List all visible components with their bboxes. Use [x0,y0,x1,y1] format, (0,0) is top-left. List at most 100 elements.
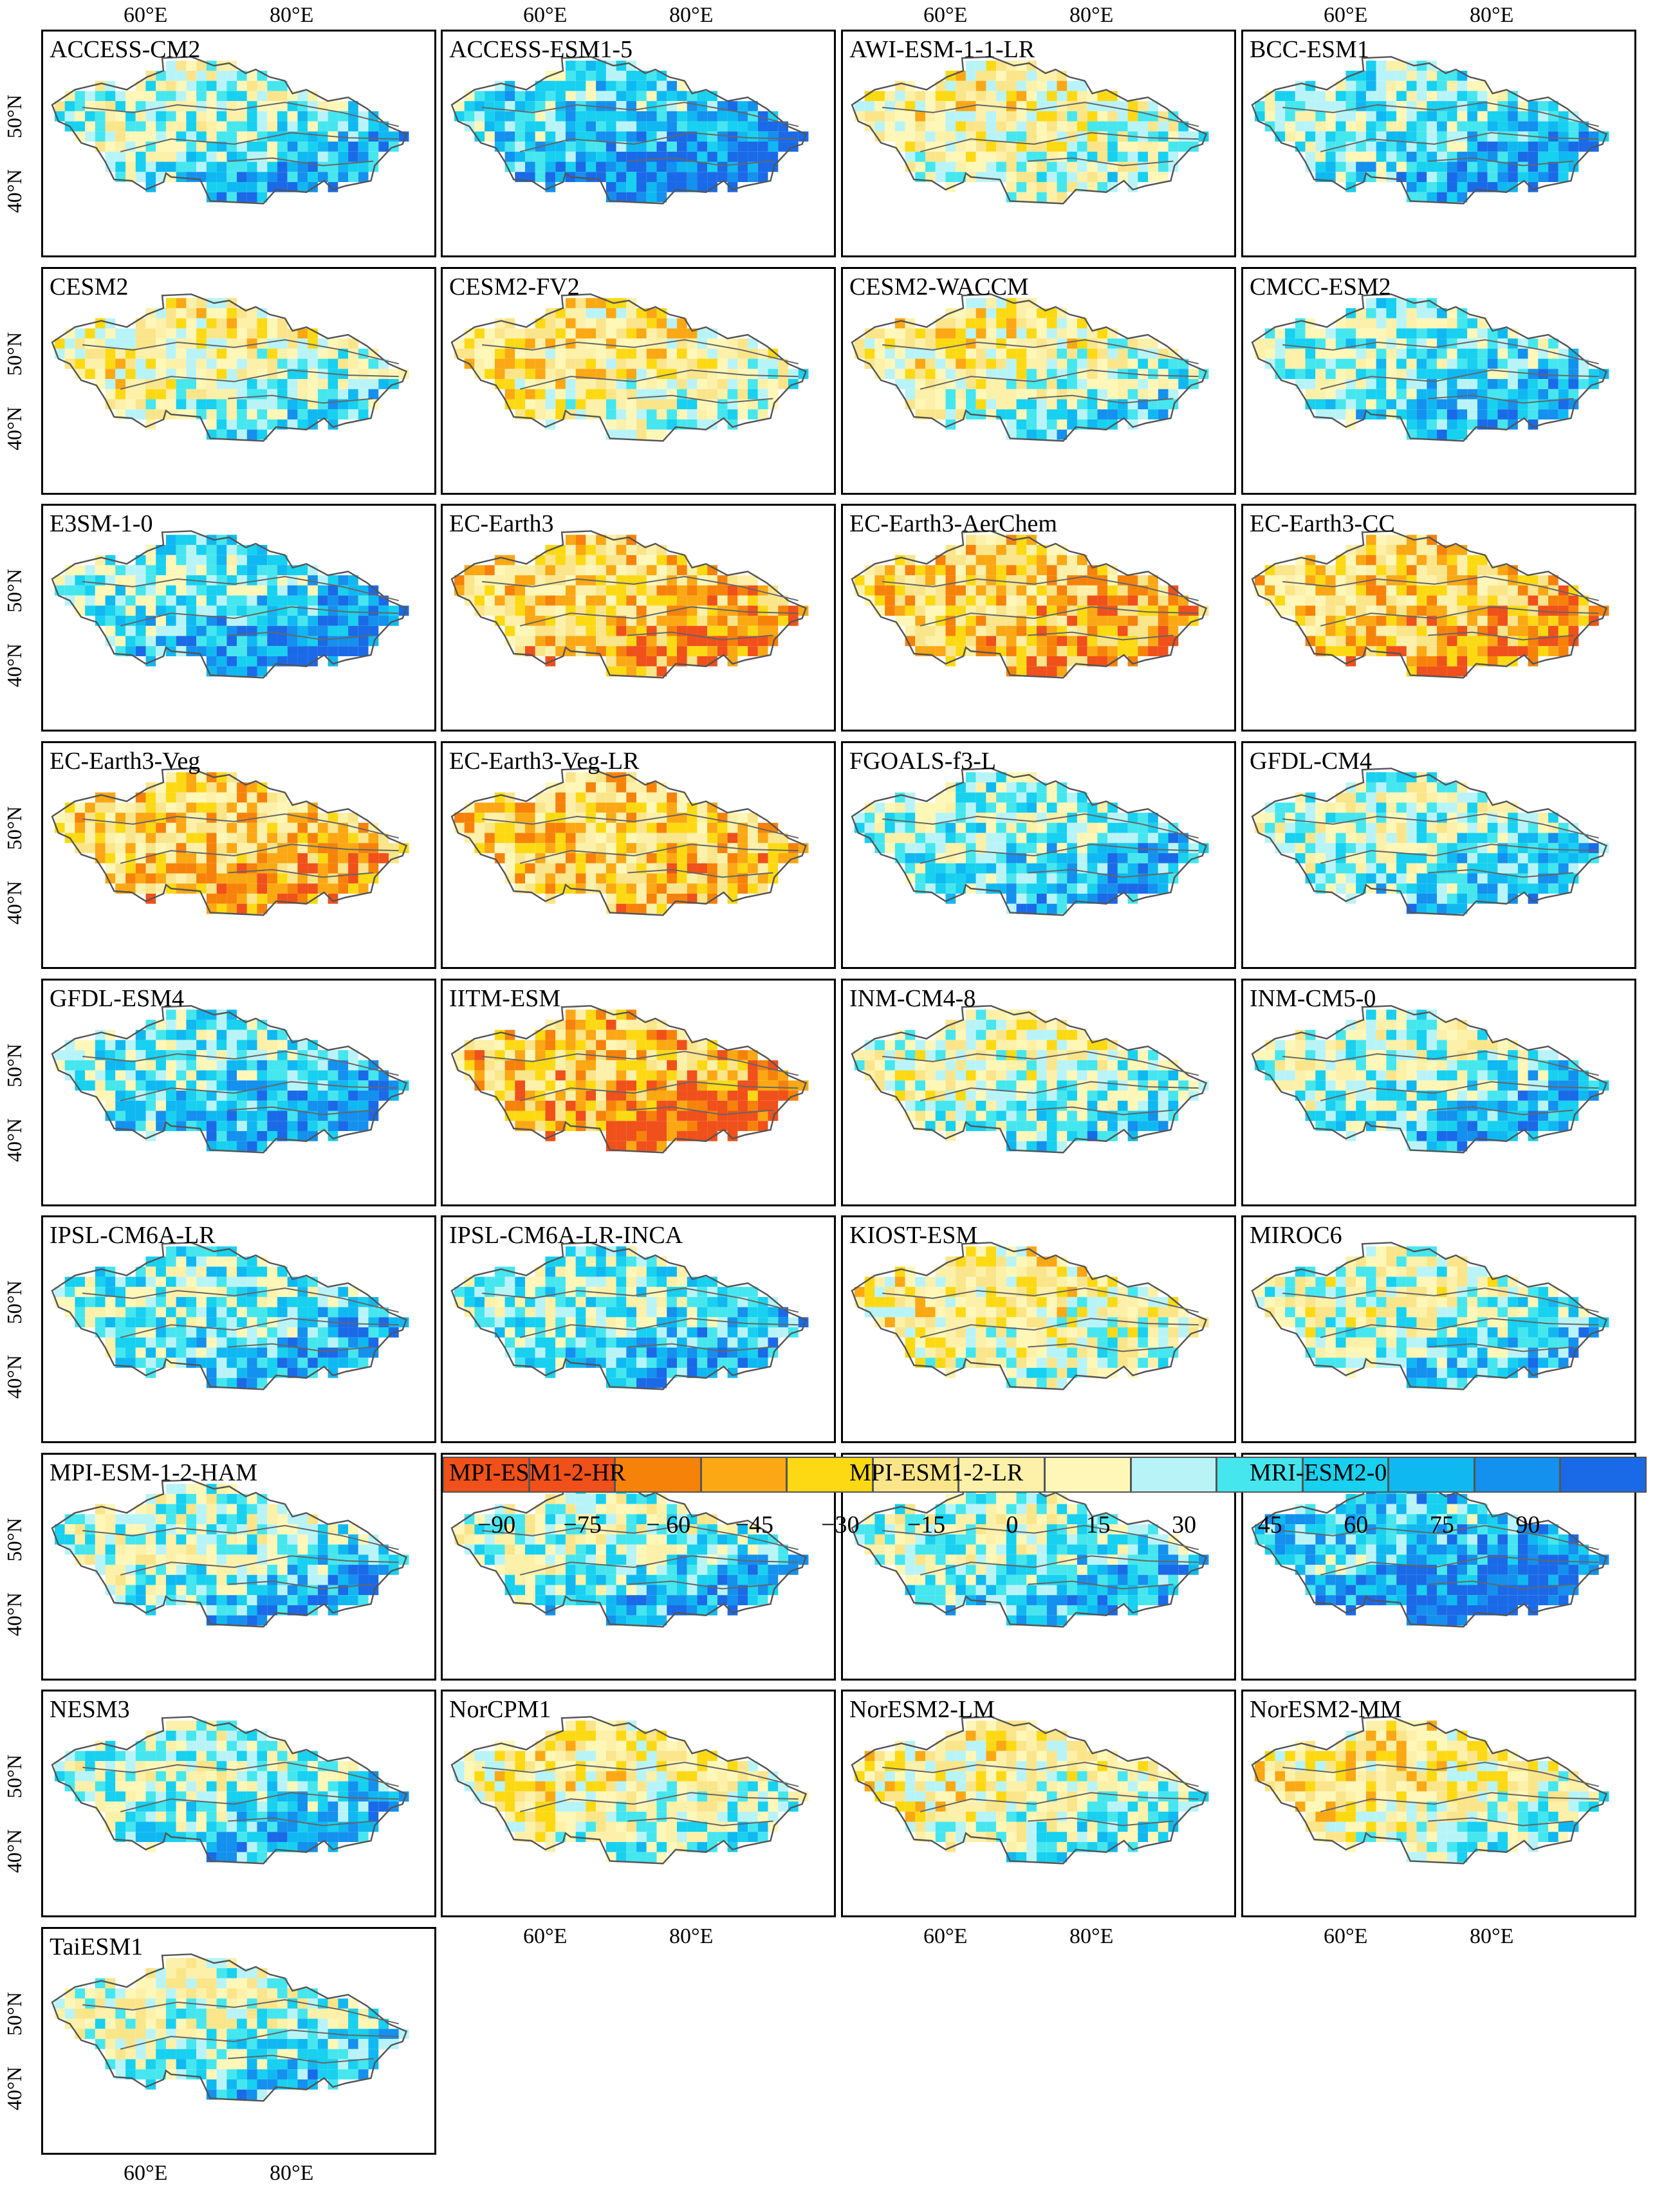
lon-label-bottom: 60°E [1324,1924,1368,1948]
colorbar-swatch [615,1457,701,1493]
map-grid [450,1242,809,1390]
colorbar-tick-label: −90 [477,1511,516,1538]
map-grid [51,56,409,205]
map-panel: NorESM2-LM [841,1690,1236,1917]
map-panel: CESM2-FV2 [441,267,836,495]
lat-label: 40°N [2,1118,26,1162]
colorbar-swatch [443,1457,530,1493]
lon-label-top: 60°E [1324,3,1368,27]
map-grid [1251,56,1609,205]
colorbar-tick-label: 45 [1257,1511,1282,1538]
colorbar-swatch [1044,1457,1131,1493]
lat-label: 50°N [2,1518,26,1562]
map-panel: FGOALS-f3-L [841,741,1236,969]
map-panel: GFDL-ESM4 [41,979,436,1206]
panel-title: EC-Earth3-AerChem [849,510,1057,537]
panel-title: CMCC-ESM2 [1250,273,1391,300]
lat-label: 50°N [2,95,26,138]
panel-title: CESM2-WACCM [849,273,1029,300]
colorbar-swatch [700,1457,788,1493]
map-panel: TaiESM1 [41,1927,436,2155]
map-panel: CESM2-WACCM [841,267,1236,495]
map-panel: IPSL-CM6A-LR-INCA [441,1215,836,1443]
colorbar-swatch [872,1457,959,1493]
panel-title: ACCESS-ESM1-5 [449,36,633,63]
map-grid [1251,1479,1609,1628]
lon-label-bottom: 60°E [124,2161,168,2185]
map-grid [851,1716,1209,1865]
lon-label-top: 60°E [923,3,968,27]
lat-label: 50°N [2,332,26,376]
map-grid [851,293,1209,442]
panel-title: MPI-ESM1-2-HR [449,1459,626,1486]
map-grid [851,1479,1209,1628]
panel-title: EC-Earth3-CC [1250,510,1395,537]
map-grid [1251,1005,1609,1154]
lat-label: 40°N [2,1829,26,1873]
colorbar-tick-label: 0 [1006,1511,1019,1538]
map-grid [450,530,809,679]
colorbar-swatch [958,1457,1045,1493]
map-panel: INM-CM5-0 [1241,979,1636,1206]
colorbar-swatch [786,1457,873,1493]
lon-label-top: 80°E [1470,3,1514,27]
map-grid [51,1953,409,2102]
lon-label-bottom: 80°E [669,1924,714,1948]
map-panel: EC-Earth3-CC [1241,504,1636,732]
colorbar-tick-label: 30 [1172,1511,1197,1538]
map-panel: IITM-ESM [441,979,836,1206]
map-grid [51,530,409,679]
lon-label-bottom: 60°E [923,1924,968,1948]
colorbar-tick-label: 60 [1344,1511,1369,1538]
panel-title: NorCPM1 [449,1696,551,1723]
map-panel: INM-CM4-8 [841,979,1236,1206]
panel-title: KIOST-ESM [849,1222,978,1249]
map-grid [450,1005,809,1154]
map-grid [1251,1716,1609,1865]
panel-title: MPI-ESM-1-2-HAM [50,1459,257,1486]
map-grid [1251,530,1609,679]
colorbar [443,1457,1647,1495]
colorbar-tick-label: −30 [821,1511,860,1538]
lat-label: 50°N [2,1280,26,1324]
panel-title: IPSL-CM6A-LR [50,1222,216,1249]
colorbar-swatch [1474,1457,1561,1493]
colorbar-swatch [1130,1457,1217,1493]
panel-title: NESM3 [50,1696,130,1723]
map-panel: EC-Earth3 [441,504,836,732]
map-panel: AWI-ESM-1-1-LR [841,30,1236,257]
map-panel: MPI-ESM-1-2-HAM [41,1453,436,1681]
lat-label: 40°N [2,1355,26,1399]
lon-label-bottom: 80°E [270,2161,314,2185]
map-panel: ACCESS-CM2 [41,30,436,257]
map-grid [1251,768,1609,916]
colorbar-swatch [1388,1457,1475,1493]
panel-title: EC-Earth3 [449,510,554,537]
map-grid [450,56,809,205]
map-grid [51,768,409,916]
lon-label-bottom: 80°E [1470,1924,1514,1948]
lat-label: 50°N [2,569,26,613]
panel-title: MPI-ESM1-2-LR [849,1459,1024,1486]
lon-label-top: 80°E [1069,3,1114,27]
panel-title: CESM2 [50,273,129,300]
lon-label-bottom: 60°E [523,1924,568,1948]
map-grid [851,56,1209,205]
map-panel: CESM2 [41,267,436,495]
lat-label: 50°N [2,806,26,850]
map-grid [51,1479,409,1628]
colorbar-swatch [1560,1457,1647,1493]
map-grid [851,530,1209,679]
lon-label-top: 60°E [124,3,168,27]
lat-label: 50°N [2,1992,26,2036]
map-grid [51,1716,409,1865]
map-panel: GFDL-CM4 [1241,741,1636,969]
map-grid [851,1242,1209,1390]
panel-title: TaiESM1 [50,1933,143,1960]
panel-title: INM-CM5-0 [1250,985,1376,1012]
map-panel: NorESM2-MM [1241,1690,1636,1917]
panel-title: AWI-ESM-1-1-LR [849,36,1035,63]
panel-title: MRI-ESM2-0 [1250,1459,1387,1486]
lat-label: 50°N [2,1755,26,1798]
